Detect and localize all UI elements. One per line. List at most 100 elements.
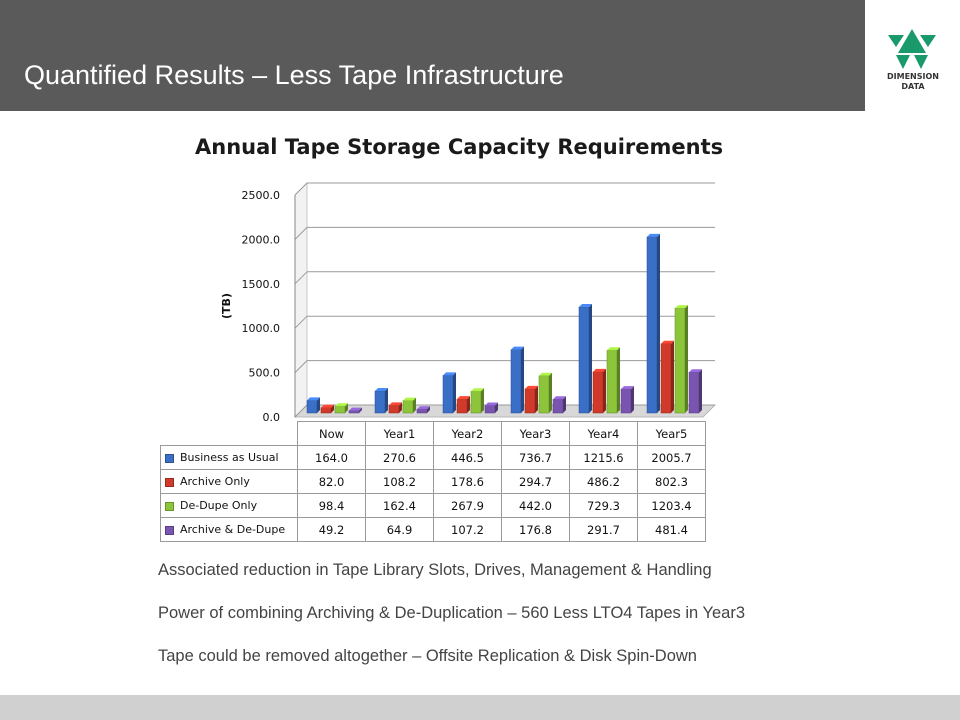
bullet-3: Tape could be removed altogether – Offsi… — [158, 647, 697, 665]
bar — [646, 233, 660, 414]
bar — [620, 386, 634, 414]
bar — [416, 406, 430, 414]
bar-side — [535, 385, 538, 413]
bar-front — [646, 236, 658, 414]
bar-side — [317, 397, 320, 413]
bar-front — [306, 400, 318, 414]
bar — [348, 407, 362, 414]
data-label: 736.7 — [501, 445, 570, 470]
legend-entry: Business as Usual — [160, 445, 298, 470]
bar-front — [402, 400, 414, 414]
bar — [320, 404, 334, 414]
gridline-diag — [294, 315, 308, 329]
bar — [660, 340, 674, 414]
bar-front — [592, 371, 604, 414]
y-tick-label: 2000.0 — [242, 233, 281, 246]
data-label: 802.3 — [637, 469, 706, 494]
data-label: 446.5 — [433, 445, 502, 470]
side-wall — [294, 182, 308, 418]
table-row: Archive Only 82.0 108.2 178.6 294.7 486.2 802.… — [160, 469, 706, 494]
gridline-diag — [294, 182, 308, 196]
data-label: 108.2 — [365, 469, 434, 494]
bar-front — [660, 343, 672, 414]
data-label: 178.6 — [433, 469, 502, 494]
bar-top — [485, 402, 498, 406]
bar — [688, 369, 702, 414]
bar — [306, 397, 320, 414]
table-row: Business as Usual 164.0 270.6 446.5 736.7 121… — [160, 445, 706, 470]
slide-title: Quantified Results – Less Tape Infrastru… — [24, 60, 564, 90]
bar-side — [685, 305, 688, 413]
data-label: 481.4 — [637, 517, 706, 542]
bar — [606, 347, 620, 414]
logo-text-line2: DATA — [901, 82, 925, 91]
x-tick-label: Year4 — [569, 421, 638, 446]
y-axis-label: (TB) — [220, 293, 233, 319]
x-tick-label: Year2 — [433, 421, 502, 446]
bar-top — [321, 404, 334, 408]
bar — [510, 346, 524, 414]
bar-front — [538, 375, 550, 414]
logo-text-line1: DIMENSION — [887, 72, 939, 81]
bar — [674, 305, 688, 414]
data-label: 107.2 — [433, 517, 502, 542]
bar — [442, 372, 456, 414]
bar-front — [620, 388, 632, 414]
bar — [456, 396, 470, 414]
x-tick-label: Now — [297, 421, 366, 446]
bar-side — [521, 346, 524, 413]
bar — [538, 372, 552, 414]
y-tick-label: 1000.0 — [242, 322, 281, 335]
bullet-1: Associated reduction in Tape Library Slo… — [158, 561, 712, 579]
bar-top — [525, 385, 538, 389]
y-tick-label: 0.0 — [263, 411, 281, 422]
bar-top — [675, 305, 688, 309]
legend-entry: De-Dupe Only — [160, 493, 298, 518]
bar-front — [320, 407, 332, 414]
table-header-row: Now Year1 Year2 Year3 Year4 Year5 — [161, 421, 706, 446]
table-row: De-Dupe Only 98.4 162.4 267.9 442.0 729.3 1203… — [160, 493, 706, 518]
bar-side — [657, 233, 660, 413]
bar-top — [443, 372, 456, 376]
bars-layer — [306, 233, 702, 414]
bar-top — [403, 397, 416, 401]
bar-side — [359, 407, 362, 413]
legend-label: Archive & De-Dupe — [180, 523, 286, 536]
bar-top — [621, 386, 634, 390]
bar-front — [674, 307, 686, 414]
bar — [484, 402, 498, 414]
bar-chart: 0.0 500.0 1000.0 1500.0 2000.0 2500.0 (TB) — [220, 182, 716, 422]
bar-top — [539, 372, 552, 376]
legend-swatch — [165, 453, 174, 463]
x-tick-label: Year1 — [365, 421, 434, 446]
bar-top — [647, 233, 660, 237]
header-bar: Quantified Results – Less Tape Infrastru… — [0, 0, 865, 111]
x-tick-label: Year3 — [501, 421, 570, 446]
data-label: 294.7 — [501, 469, 570, 494]
data-label: 729.3 — [569, 493, 638, 518]
bar-side — [495, 402, 498, 413]
bar-side — [481, 388, 484, 413]
bar-front — [510, 349, 522, 414]
data-label: 442.0 — [501, 493, 570, 518]
bar-side — [617, 347, 620, 413]
bar-top — [335, 403, 348, 407]
gridline-diag — [294, 271, 308, 285]
legend-label: De-Dupe Only — [180, 499, 258, 512]
legend-label: Archive Only — [180, 475, 250, 488]
data-label: 98.4 — [297, 493, 366, 518]
bar — [470, 388, 484, 414]
data-label: 64.9 — [365, 517, 434, 542]
bar-side — [345, 403, 348, 413]
table-row: Archive & De-Dupe 49.2 64.9 107.2 176.8 291.7… — [160, 517, 706, 542]
legend-swatch — [165, 525, 174, 535]
y-tick-label: 1500.0 — [242, 278, 281, 291]
bar-side — [563, 396, 566, 413]
legend-swatch — [165, 501, 174, 511]
bar — [552, 396, 566, 414]
data-label: 486.2 — [569, 469, 638, 494]
bar-top — [417, 406, 430, 410]
table-corner — [161, 422, 298, 446]
data-label: 82.0 — [297, 469, 366, 494]
bar-side — [385, 387, 388, 413]
